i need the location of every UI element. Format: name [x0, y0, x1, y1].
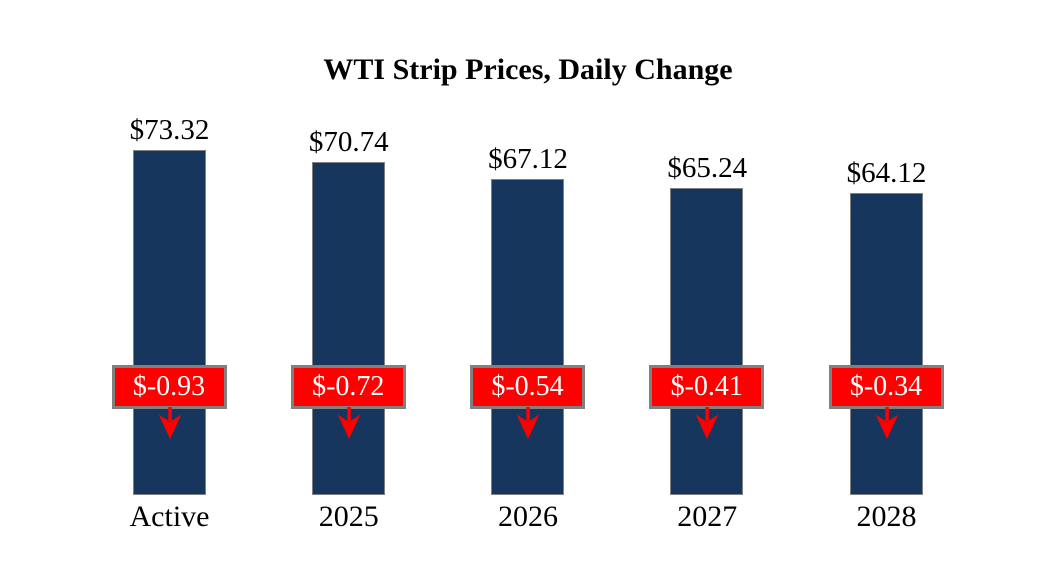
down-arrow-icon	[516, 407, 540, 439]
change-badge: $-0.41	[649, 365, 765, 409]
bar-value-label: $64.12	[846, 157, 927, 189]
bar	[670, 188, 744, 495]
down-arrow-icon	[337, 407, 361, 439]
bar-value-label: $70.74	[308, 126, 389, 158]
bar-value-label: $73.32	[129, 114, 210, 146]
bar-value-label: $65.24	[667, 152, 748, 184]
chart-title: WTI Strip Prices, Daily Change	[323, 53, 733, 86]
category-label: 2026	[498, 500, 558, 533]
bar-column: $65.24 $-0.41 2027	[637, 0, 777, 576]
bar-column: $64.12 $-0.34 2028	[817, 0, 957, 576]
change-badge: $-0.93	[111, 365, 227, 409]
bar-column: $73.32 $-0.93 Active	[100, 0, 240, 576]
down-arrow-icon	[875, 407, 898, 439]
bar-value-label: $67.12	[488, 143, 568, 175]
bar	[491, 179, 564, 495]
category-label: 2028	[856, 500, 917, 533]
category-label: 2025	[318, 500, 379, 533]
change-badge: $-0.34	[828, 365, 944, 409]
down-arrow-icon	[695, 407, 719, 439]
category-label: 2027	[677, 500, 738, 533]
bar	[849, 193, 923, 495]
bar	[311, 162, 385, 495]
change-badge: $-0.54	[470, 365, 585, 409]
bar-column: $67.12 $-0.54 2026	[458, 0, 598, 576]
bar	[132, 150, 206, 495]
down-arrow-icon	[158, 407, 181, 439]
bar-column: $70.74 $-0.72 2025	[279, 0, 419, 576]
change-badge: $-0.72	[290, 365, 406, 409]
category-label: Active	[129, 500, 210, 533]
